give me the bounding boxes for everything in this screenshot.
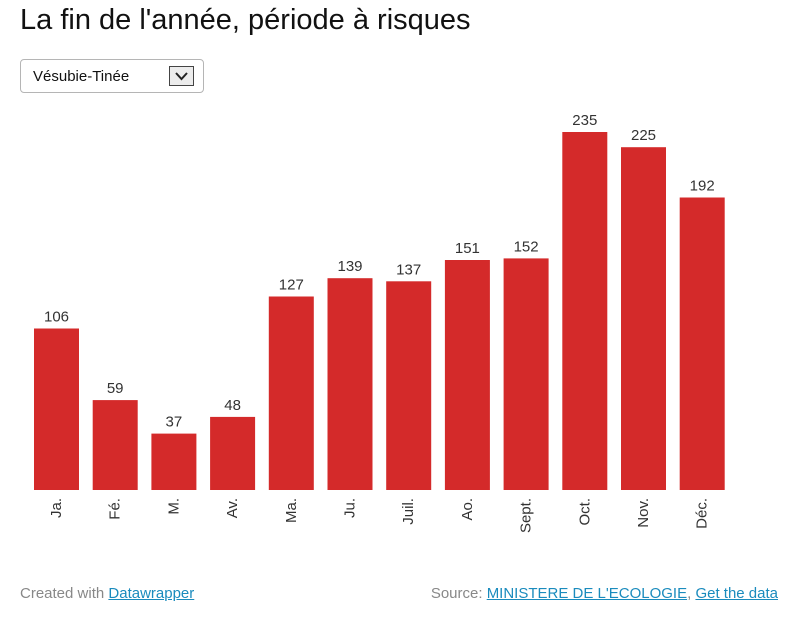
bar-3[interactable] [151,433,197,490]
data-label-4: 48 [224,397,241,414]
data-label-11: 225 [631,127,656,144]
chart-title: La fin de l'année, période à risques [20,4,471,36]
bar-10[interactable] [562,132,608,490]
bar-4[interactable] [210,416,256,490]
data-label-10: 235 [572,112,597,129]
data-label-9: 152 [514,238,539,255]
bar-12[interactable] [679,197,725,491]
region-select-value: Vésubie-Tinée [33,68,130,85]
get-the-data-link[interactable]: Get the data [695,585,778,602]
bar-1[interactable] [34,328,79,491]
x-tick-label-11: Nov. [635,498,652,528]
data-label-12: 192 [690,178,715,195]
data-label-2: 59 [107,380,124,397]
region-select[interactable]: Vésubie-Tinée [20,59,204,93]
datawrapper-link[interactable]: Datawrapper [108,585,195,602]
x-tick-label-6: Ju. [342,498,359,518]
data-label-7: 137 [396,261,421,278]
data-label-6: 139 [337,258,362,275]
source-link[interactable]: MINISTERE DE L'ECOLOGIE [486,585,688,602]
x-tick-label-5: Ma. [283,498,300,523]
chevron-down-icon[interactable] [169,66,194,86]
x-tick-label-10: Oct. [576,498,593,526]
footer-credit: Created with Datawrapper [20,585,194,602]
x-tick-label-1: Ja. [48,498,65,518]
x-tick-label-2: Fé. [107,498,124,520]
data-label-1: 106 [44,309,69,326]
x-tick-label-7: Juil. [400,498,417,525]
x-tick-label-3: M. [165,498,182,515]
x-tick-label-8: Ao. [459,498,476,521]
data-label-3: 37 [166,414,183,431]
bar-5[interactable] [268,296,314,491]
x-tick-label-12: Déc. [694,498,711,529]
bar-7[interactable] [386,281,432,490]
bar-6[interactable] [327,278,373,490]
footer-source: Source: MINISTERE DE L'ECOLOGIE, Get the… [431,585,778,602]
x-tick-label-4: Av. [224,498,241,518]
source-separator: , [687,585,692,602]
bar-9[interactable] [503,258,549,490]
bar-11[interactable] [621,147,666,490]
created-with-text: Created with [20,585,105,602]
source-label: Source: [430,585,483,602]
x-tick-label-9: Sept. [518,498,535,533]
data-label-5: 127 [279,277,304,294]
data-label-8: 151 [455,240,480,257]
bar-chart: 106 Ja. 59 Fé. 37 M. 48 Av. 127 Ma. 139 Ju. 137 Juil.… [34,112,725,533]
bar-2[interactable] [92,400,138,490]
bar-8[interactable] [444,260,490,490]
